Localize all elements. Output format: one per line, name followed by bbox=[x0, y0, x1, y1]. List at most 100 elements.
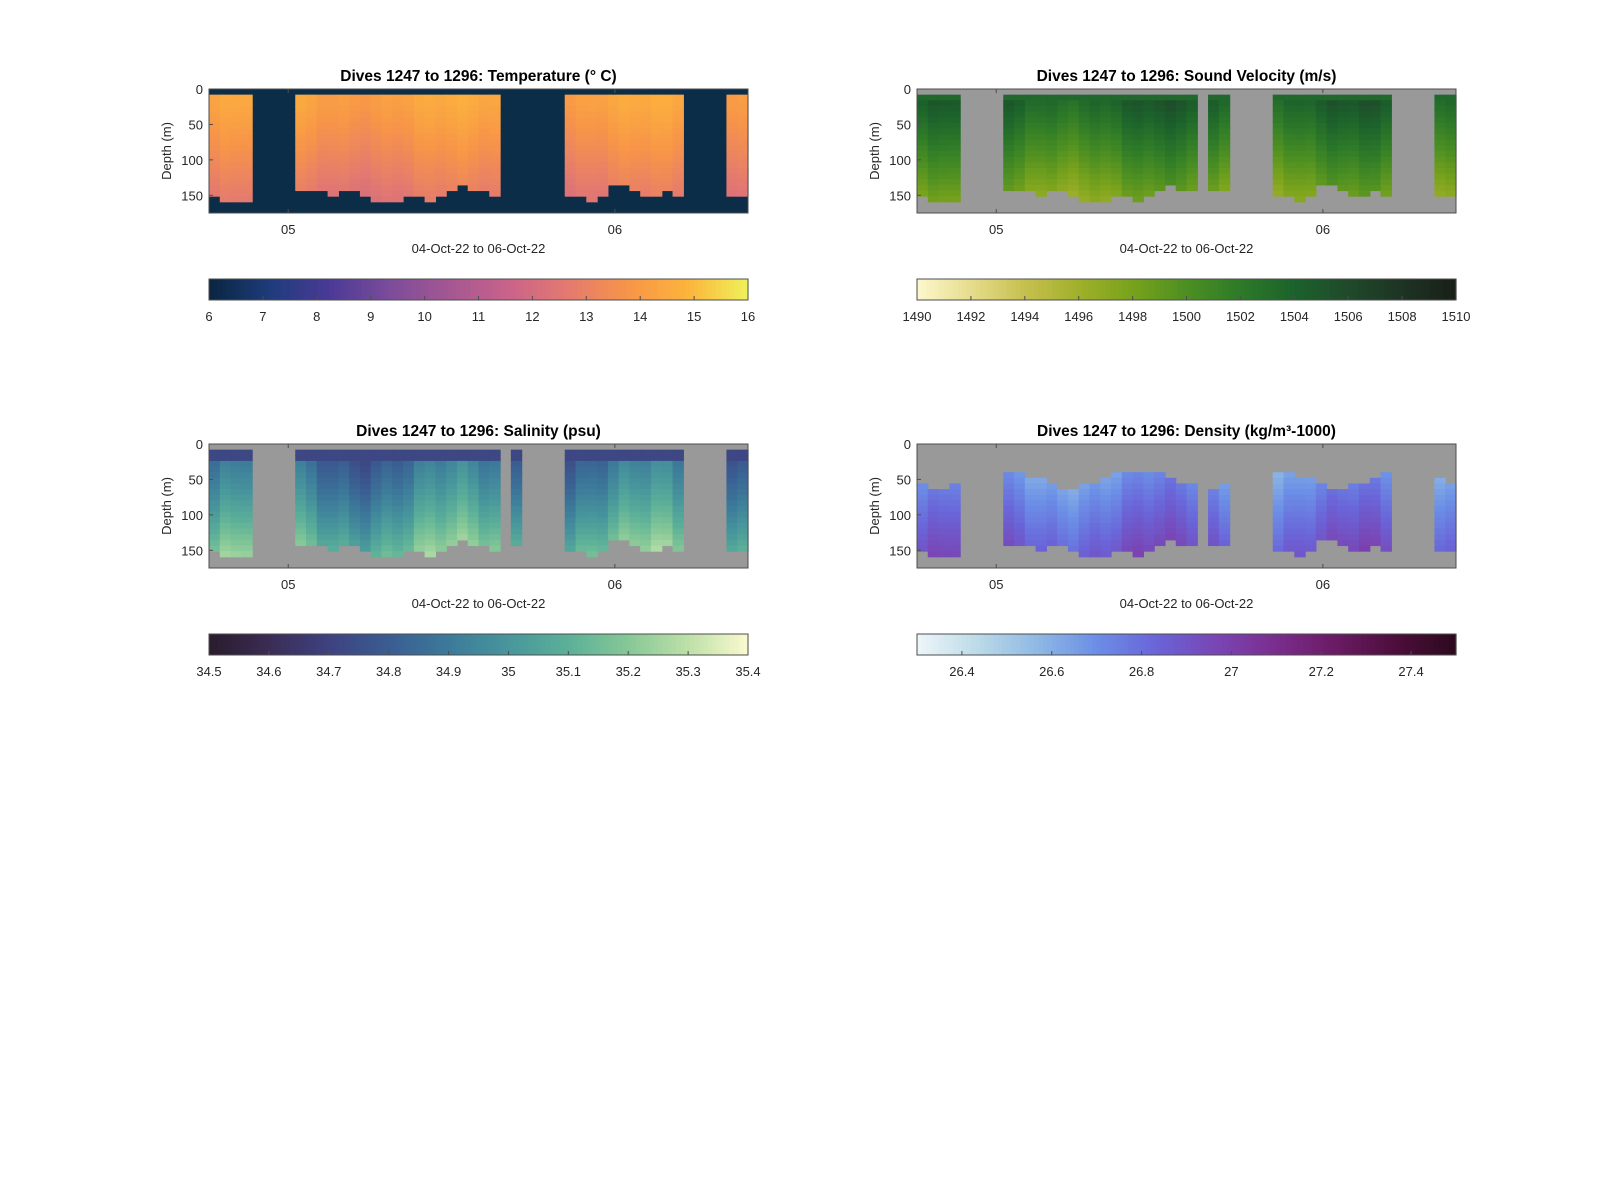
heatmap-cell bbox=[1003, 517, 1015, 524]
heatmap-cell bbox=[1046, 500, 1058, 507]
colorbar-segment bbox=[1150, 634, 1156, 655]
heatmap-cell bbox=[629, 145, 641, 152]
colorbar-tick-label: 1510 bbox=[1442, 309, 1471, 324]
heatmap-cell bbox=[510, 489, 523, 496]
heatmap-cell bbox=[359, 122, 372, 130]
heatmap-cell bbox=[618, 534, 631, 541]
heatmap-cell bbox=[1305, 100, 1317, 107]
heatmap-cell bbox=[1272, 517, 1285, 524]
heatmap-cell bbox=[1132, 196, 1144, 203]
colorbar-segment bbox=[1262, 634, 1268, 655]
heatmap-cell bbox=[338, 539, 350, 547]
y-axis-label: Depth (m) bbox=[867, 122, 882, 180]
heatmap-cell bbox=[1315, 506, 1328, 513]
heatmap-cell bbox=[1380, 134, 1392, 141]
heatmap-cell bbox=[1283, 506, 1295, 513]
colorbar-segment bbox=[1231, 279, 1237, 300]
heatmap-cell bbox=[424, 528, 436, 535]
heatmap-cell bbox=[338, 483, 350, 490]
colorbar-tick-label: 35 bbox=[501, 664, 515, 679]
heatmap-cell bbox=[1024, 483, 1037, 490]
heatmap-cell bbox=[618, 94, 631, 101]
heatmap-cell bbox=[672, 466, 684, 473]
heatmap-cell bbox=[564, 449, 577, 456]
heatmap-cell bbox=[392, 196, 404, 203]
heatmap-cell bbox=[338, 455, 350, 462]
heatmap-cell bbox=[650, 460, 663, 468]
heatmap-cell bbox=[661, 139, 674, 146]
heatmap-cell bbox=[489, 111, 501, 118]
heatmap-cell bbox=[1035, 184, 1047, 192]
heatmap-cell bbox=[359, 179, 372, 186]
heatmap-cell bbox=[230, 506, 242, 513]
x-tick-label: 06 bbox=[608, 222, 622, 237]
heatmap-cell bbox=[295, 117, 307, 124]
colorbar-segment bbox=[1110, 279, 1116, 300]
heatmap-cell bbox=[349, 184, 361, 192]
heatmap-cell bbox=[1067, 162, 1080, 169]
heatmap-cell bbox=[316, 179, 329, 186]
colorbar-tick-label: 10 bbox=[417, 309, 431, 324]
colorbar-segment bbox=[1078, 279, 1084, 300]
heatmap-cell bbox=[403, 94, 415, 101]
colorbar-segment bbox=[249, 279, 255, 300]
heatmap-cell bbox=[1445, 511, 1457, 518]
heatmap-cell bbox=[607, 134, 620, 141]
heatmap-cell bbox=[1294, 94, 1306, 101]
heatmap-cell bbox=[327, 105, 339, 113]
heatmap-cell bbox=[1164, 117, 1177, 124]
heatmap-cell bbox=[230, 100, 242, 107]
colorbar-segment bbox=[240, 634, 246, 655]
heatmap-cell bbox=[1208, 117, 1220, 124]
heatmap-cell bbox=[618, 122, 631, 130]
heatmap-cell bbox=[489, 466, 501, 473]
colorbar-segment bbox=[532, 634, 538, 655]
heatmap-cell bbox=[1283, 139, 1295, 146]
heatmap-cell bbox=[1024, 167, 1037, 175]
heatmap-cell bbox=[1111, 483, 1123, 490]
heatmap-cell bbox=[456, 156, 469, 163]
heatmap-cell bbox=[467, 162, 480, 169]
heatmap-cell bbox=[1057, 506, 1069, 513]
heatmap-cell bbox=[607, 100, 620, 107]
heatmap-cell bbox=[726, 494, 738, 501]
heatmap-cell bbox=[1218, 517, 1231, 524]
heatmap-cell bbox=[1035, 173, 1047, 180]
heatmap-cell bbox=[413, 489, 426, 496]
colorbar-segment bbox=[1074, 634, 1080, 655]
heatmap-cell bbox=[219, 483, 232, 490]
heatmap-cell bbox=[1089, 173, 1101, 180]
heatmap-cell bbox=[327, 483, 339, 490]
heatmap-cell bbox=[949, 134, 961, 141]
heatmap-cell bbox=[917, 94, 929, 101]
heatmap-cell bbox=[1003, 162, 1015, 169]
heatmap-cell bbox=[1046, 162, 1058, 169]
heatmap-cell bbox=[1358, 179, 1371, 186]
heatmap-cell bbox=[737, 517, 749, 524]
heatmap-cell bbox=[478, 506, 490, 513]
heatmap-cell bbox=[1014, 539, 1026, 547]
heatmap-cell bbox=[435, 528, 447, 535]
heatmap-cell bbox=[478, 151, 490, 158]
heatmap-cell bbox=[306, 460, 318, 468]
heatmap-cell bbox=[1337, 167, 1349, 175]
colorbar-segment bbox=[572, 634, 578, 655]
heatmap-cell bbox=[1057, 162, 1069, 169]
heatmap-cell bbox=[1046, 128, 1058, 135]
heatmap-cell bbox=[661, 528, 674, 535]
colorbar-segment bbox=[979, 279, 985, 300]
heatmap-cell bbox=[467, 105, 480, 113]
heatmap-cell bbox=[1111, 145, 1123, 152]
heatmap-cell bbox=[241, 190, 253, 197]
heatmap-cell bbox=[306, 506, 318, 513]
y-tick-label: 100 bbox=[181, 153, 203, 168]
heatmap-cell bbox=[607, 139, 620, 146]
colorbar-segment bbox=[217, 634, 224, 655]
heatmap-cell bbox=[564, 139, 577, 146]
heatmap-cell bbox=[456, 128, 469, 135]
heatmap-cell bbox=[564, 179, 577, 186]
colorbar-segment bbox=[1375, 634, 1381, 655]
heatmap-cell bbox=[1132, 494, 1144, 501]
x-tick-label: 06 bbox=[1316, 222, 1330, 237]
y-tick-label: 50 bbox=[189, 117, 203, 132]
